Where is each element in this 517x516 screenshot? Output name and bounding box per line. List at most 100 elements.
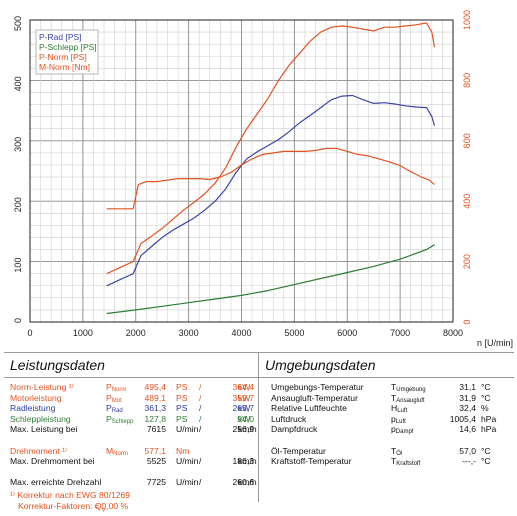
umgebungsdaten-sym-sub: Dampf — [395, 429, 414, 436]
x-tick-label: 2000 — [126, 328, 146, 338]
umgebungsdaten-row: Öl-Temperatur TÖl 57,0 °C — [259, 446, 514, 457]
leistungsdaten-sym-letter: P — [106, 403, 112, 414]
y-left-tick-label: 500 — [13, 16, 23, 31]
x-tick-label: 8000 — [443, 328, 463, 338]
leistungsdaten-row — [4, 435, 258, 446]
leistungsdaten-sym: MNorm — [106, 446, 128, 460]
umgebungsdaten-row: Ansaugluft-Temperatur TAnsaugluft 31,9 °C — [259, 393, 514, 404]
leistungsdaten-v1: 361,3 — [144, 403, 166, 414]
umgebungsdaten-label: Dampfdruck — [271, 424, 318, 435]
umgebungsdaten-label: Umgebungs-Temperatur — [271, 382, 364, 392]
leistungsdaten-label: Max. Drehmoment bei — [10, 456, 95, 467]
y-right-tick-label: 1000 — [462, 10, 472, 30]
leistungsdaten-u2: kW — [238, 403, 251, 414]
leistungsdaten-v1: 495,4 — [144, 382, 166, 392]
leistungsdaten-sym: PRad — [106, 403, 123, 417]
umgebungsdaten-value: 31,1 — [459, 382, 476, 392]
umgebungsdaten-label: Öl-Temperatur — [271, 445, 326, 456]
leistungsdaten-label: Drehmoment ¹⁾ — [10, 445, 68, 456]
leistungsdaten-u1: U/min — [176, 424, 199, 435]
leistungsdaten-sep: / — [199, 403, 202, 414]
umgebungsdaten-unit: % — [481, 403, 489, 414]
umgebungsdaten-sym-letter: H — [391, 403, 398, 414]
leistungsdaten-sym-sub: Rad — [111, 408, 123, 415]
x-tick-label: 1000 — [73, 328, 93, 338]
umgebungsdaten-unit: °C — [481, 382, 491, 392]
umgebungsdaten-symbol: TAnsaugluft — [391, 393, 425, 407]
umgebungsdaten-unit: °C — [481, 392, 491, 403]
legend-entry: M-Norm [Nm] — [39, 62, 90, 72]
y-left-tick-label: 200 — [13, 197, 23, 212]
leistungsdaten-panel: Leistungsdaten Norm-Leistung ¹⁾ PNorm 495,… — [4, 352, 258, 513]
leistungsdaten-sym-sub: Norm — [113, 450, 128, 457]
leistungsdaten-u1: PS — [176, 382, 188, 392]
umgebungsdaten-symbol: TÖl — [391, 446, 402, 460]
umgebungsdaten-value: 57,0 — [459, 445, 476, 456]
umgebungsdaten-symbol: pDampf — [391, 424, 413, 438]
leistungsdaten-label: Max. erreichte Drehzahl — [10, 477, 102, 488]
x-tick-label: 7000 — [390, 328, 410, 338]
umgebungsdaten-sym-letter: T — [391, 392, 397, 403]
leistungsdaten-row: Drehmoment ¹⁾ MNorm 577,1 Nm — [4, 446, 258, 457]
leistungsdaten-u1: U/min — [176, 477, 199, 488]
leistungsdaten-v1: 489,1 — [144, 392, 166, 403]
leistungsdaten-sym-letter: P — [106, 392, 112, 403]
umgebungsdaten-value: 31,9 — [459, 392, 476, 403]
leistungsdaten-row: Motorleistung PMot 489,1 PS / 359,7 kW — [4, 393, 258, 404]
leistungsdaten-row — [4, 467, 258, 478]
leistungsdaten-row: Norm-Leistung ¹⁾ PNorm 495,4 PS / 364,4 kW — [4, 382, 258, 393]
series-line — [106, 244, 435, 315]
umgebungsdaten-sym-sub: Kraftstoff — [396, 461, 421, 468]
leistungsdaten-v1: 7725 — [146, 477, 166, 488]
umgebungsdaten-sym-sub: Umgebung — [396, 387, 426, 393]
x-tick-label: 6000 — [337, 328, 357, 338]
legend-entry: P-Schlepp [PS] — [39, 42, 97, 52]
y-left-tick-label: 300 — [13, 137, 23, 152]
y-left-tick-label: 100 — [13, 258, 23, 273]
footnote-correction: ¹⁾ Korrektur nach EWG 80/1269 — [4, 490, 258, 501]
leistungsdaten-u2: kW — [238, 382, 251, 392]
umgebungsdaten-unit: °C — [481, 456, 491, 467]
x-tick-label: 4000 — [231, 328, 251, 338]
umgebungsdaten-row: Umgebungs-Temperatur TUmgebung 31,1 °C — [259, 382, 514, 393]
leistungsdaten-sym-letter: P — [106, 413, 112, 424]
footnote-factors-text: Korrektur-Faktoren: Q — [18, 500, 102, 511]
y-left-tick-label: 0 — [13, 318, 23, 323]
leistungsdaten-v2: 186,3 — [232, 456, 254, 467]
umgebungsdaten-label: Relative Luftfeuchte — [271, 403, 347, 414]
legend-entry: P-Norm [PS] — [39, 52, 87, 62]
leistungsdaten-row: Max. Leistung bei 7615 U/min/ 256,9 km/h — [4, 424, 258, 435]
umgebungsdaten-row — [259, 435, 514, 446]
footnote-factors: Korrektur-Faktoren: QV = 0,00 % — [4, 500, 258, 514]
leistungsdaten-v2: 359,7 — [232, 392, 254, 403]
footnote-correction-text: ¹⁾ Korrektur nach EWG 80/1269 — [10, 489, 131, 500]
leistungsdaten-label: Max. Leistung bei — [10, 424, 78, 435]
leistungsdaten-sym-sub: Norm — [111, 387, 127, 393]
leistungsdaten-sym-sub: Schlepp — [111, 418, 134, 425]
legend-box — [35, 29, 99, 75]
leistungsdaten-sym-letter: P — [106, 382, 112, 392]
leistungsdaten-u2: kW — [238, 413, 251, 424]
umgebungsdaten-row: Dampfdruck pDampf 14,6 hPa — [259, 424, 514, 435]
leistungsdaten-v1: 127,8 — [144, 413, 166, 424]
leistungsdaten-v2: 364,4 — [232, 382, 254, 392]
leistungsdaten-sep: / — [199, 477, 202, 488]
x-tick-label: 0 — [27, 328, 32, 338]
umgebungsdaten-symbol: HLuft — [391, 403, 407, 417]
chart-legend: P-Rad [PS]P-Schlepp [PS]P-Norm [PS]M-Nor… — [35, 29, 99, 75]
umgebungsdaten-unit: °C — [481, 445, 491, 456]
legend-entry: P-Rad [PS] — [39, 32, 82, 42]
umgebungsdaten-sym-sub: Luft — [395, 418, 406, 425]
y-right-tick-label: 800 — [462, 73, 472, 88]
leistungsdaten-u1: Nm — [176, 445, 190, 456]
leistungsdaten-u1: PS — [176, 403, 188, 414]
umgebungsdaten-symbol: TKraftstoff — [391, 456, 420, 470]
leistungsdaten-sym: PSchlepp — [106, 414, 133, 428]
umgebungsdaten-symbol: pLuft — [391, 414, 406, 428]
chart-lines — [106, 22, 436, 315]
leistungsdaten-v2: 260,6 — [232, 477, 254, 488]
leistungsdaten-label: Motorleistung — [10, 392, 62, 403]
umgebungsdaten-label: Ansaugluft-Temperatur — [271, 392, 358, 403]
series-line — [106, 22, 436, 275]
